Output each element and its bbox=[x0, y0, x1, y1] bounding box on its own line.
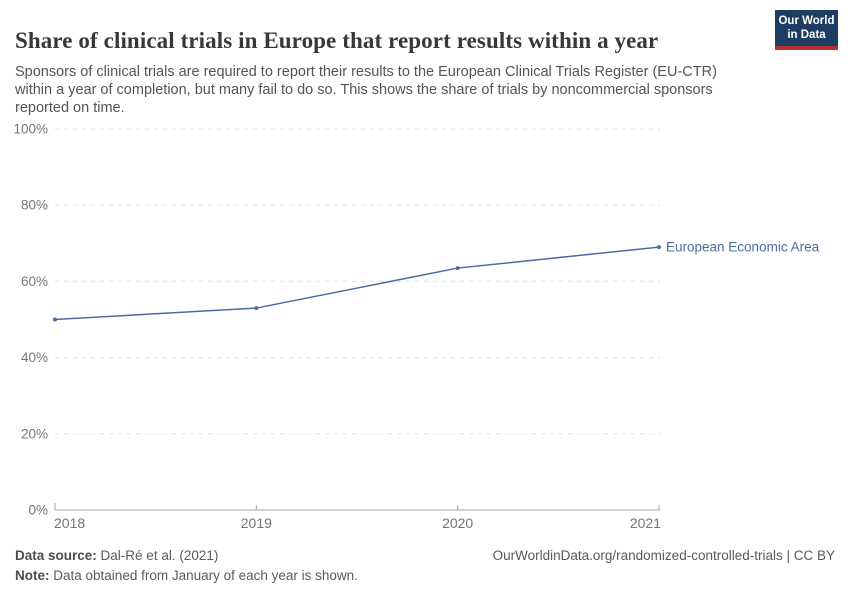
datasource-label: Data source: bbox=[15, 548, 97, 563]
data-point bbox=[455, 266, 460, 271]
owid-logo-line2: in Data bbox=[787, 28, 826, 41]
page-title: Share of clinical trials in Europe that … bbox=[15, 28, 659, 54]
series-end-label: European Economic Area bbox=[666, 240, 820, 255]
data-line bbox=[54, 246, 660, 321]
x-axis-tick-label: 2021 bbox=[630, 515, 661, 531]
data-point bbox=[657, 245, 661, 250]
y-axis-tick-label: 80% bbox=[21, 198, 48, 213]
y-axis-tick-label: 60% bbox=[21, 274, 48, 289]
y-axis-tick-label: 40% bbox=[21, 350, 48, 365]
footer-datasource: Data source: Dal-Ré et al. (2021) bbox=[15, 548, 218, 563]
x-axis-tick-label: 2020 bbox=[442, 515, 473, 531]
y-axis-tick-label: 20% bbox=[21, 426, 48, 441]
owid-logo-line1: Our World bbox=[778, 15, 835, 27]
footer-note: Note: Data obtained from January of each… bbox=[15, 568, 358, 583]
y-axis-tick-label: 0% bbox=[28, 503, 48, 518]
data-point bbox=[53, 317, 57, 322]
data-point bbox=[254, 306, 259, 311]
y-axis-tick-label: 100% bbox=[13, 122, 48, 137]
x-axis-tick-label: 2019 bbox=[241, 515, 272, 531]
x-axis-tick-label: 2018 bbox=[54, 515, 85, 531]
footer-attribution: OurWorldinData.org/randomized-controlled… bbox=[492, 548, 835, 563]
datasource-value: Dal-Ré et al. (2021) bbox=[100, 548, 219, 563]
line-chart: 0% 20% 40% 60% 80% 100% 2018 2019 2020 2021 Europe… bbox=[13, 122, 820, 532]
note-value: Data obtained from January of each year … bbox=[53, 568, 358, 583]
owid-logo: Our World in Data bbox=[775, 10, 838, 50]
chart-subtitle: Sponsors of clinical trials are required… bbox=[15, 63, 717, 116]
note-label: Note: bbox=[15, 568, 50, 583]
